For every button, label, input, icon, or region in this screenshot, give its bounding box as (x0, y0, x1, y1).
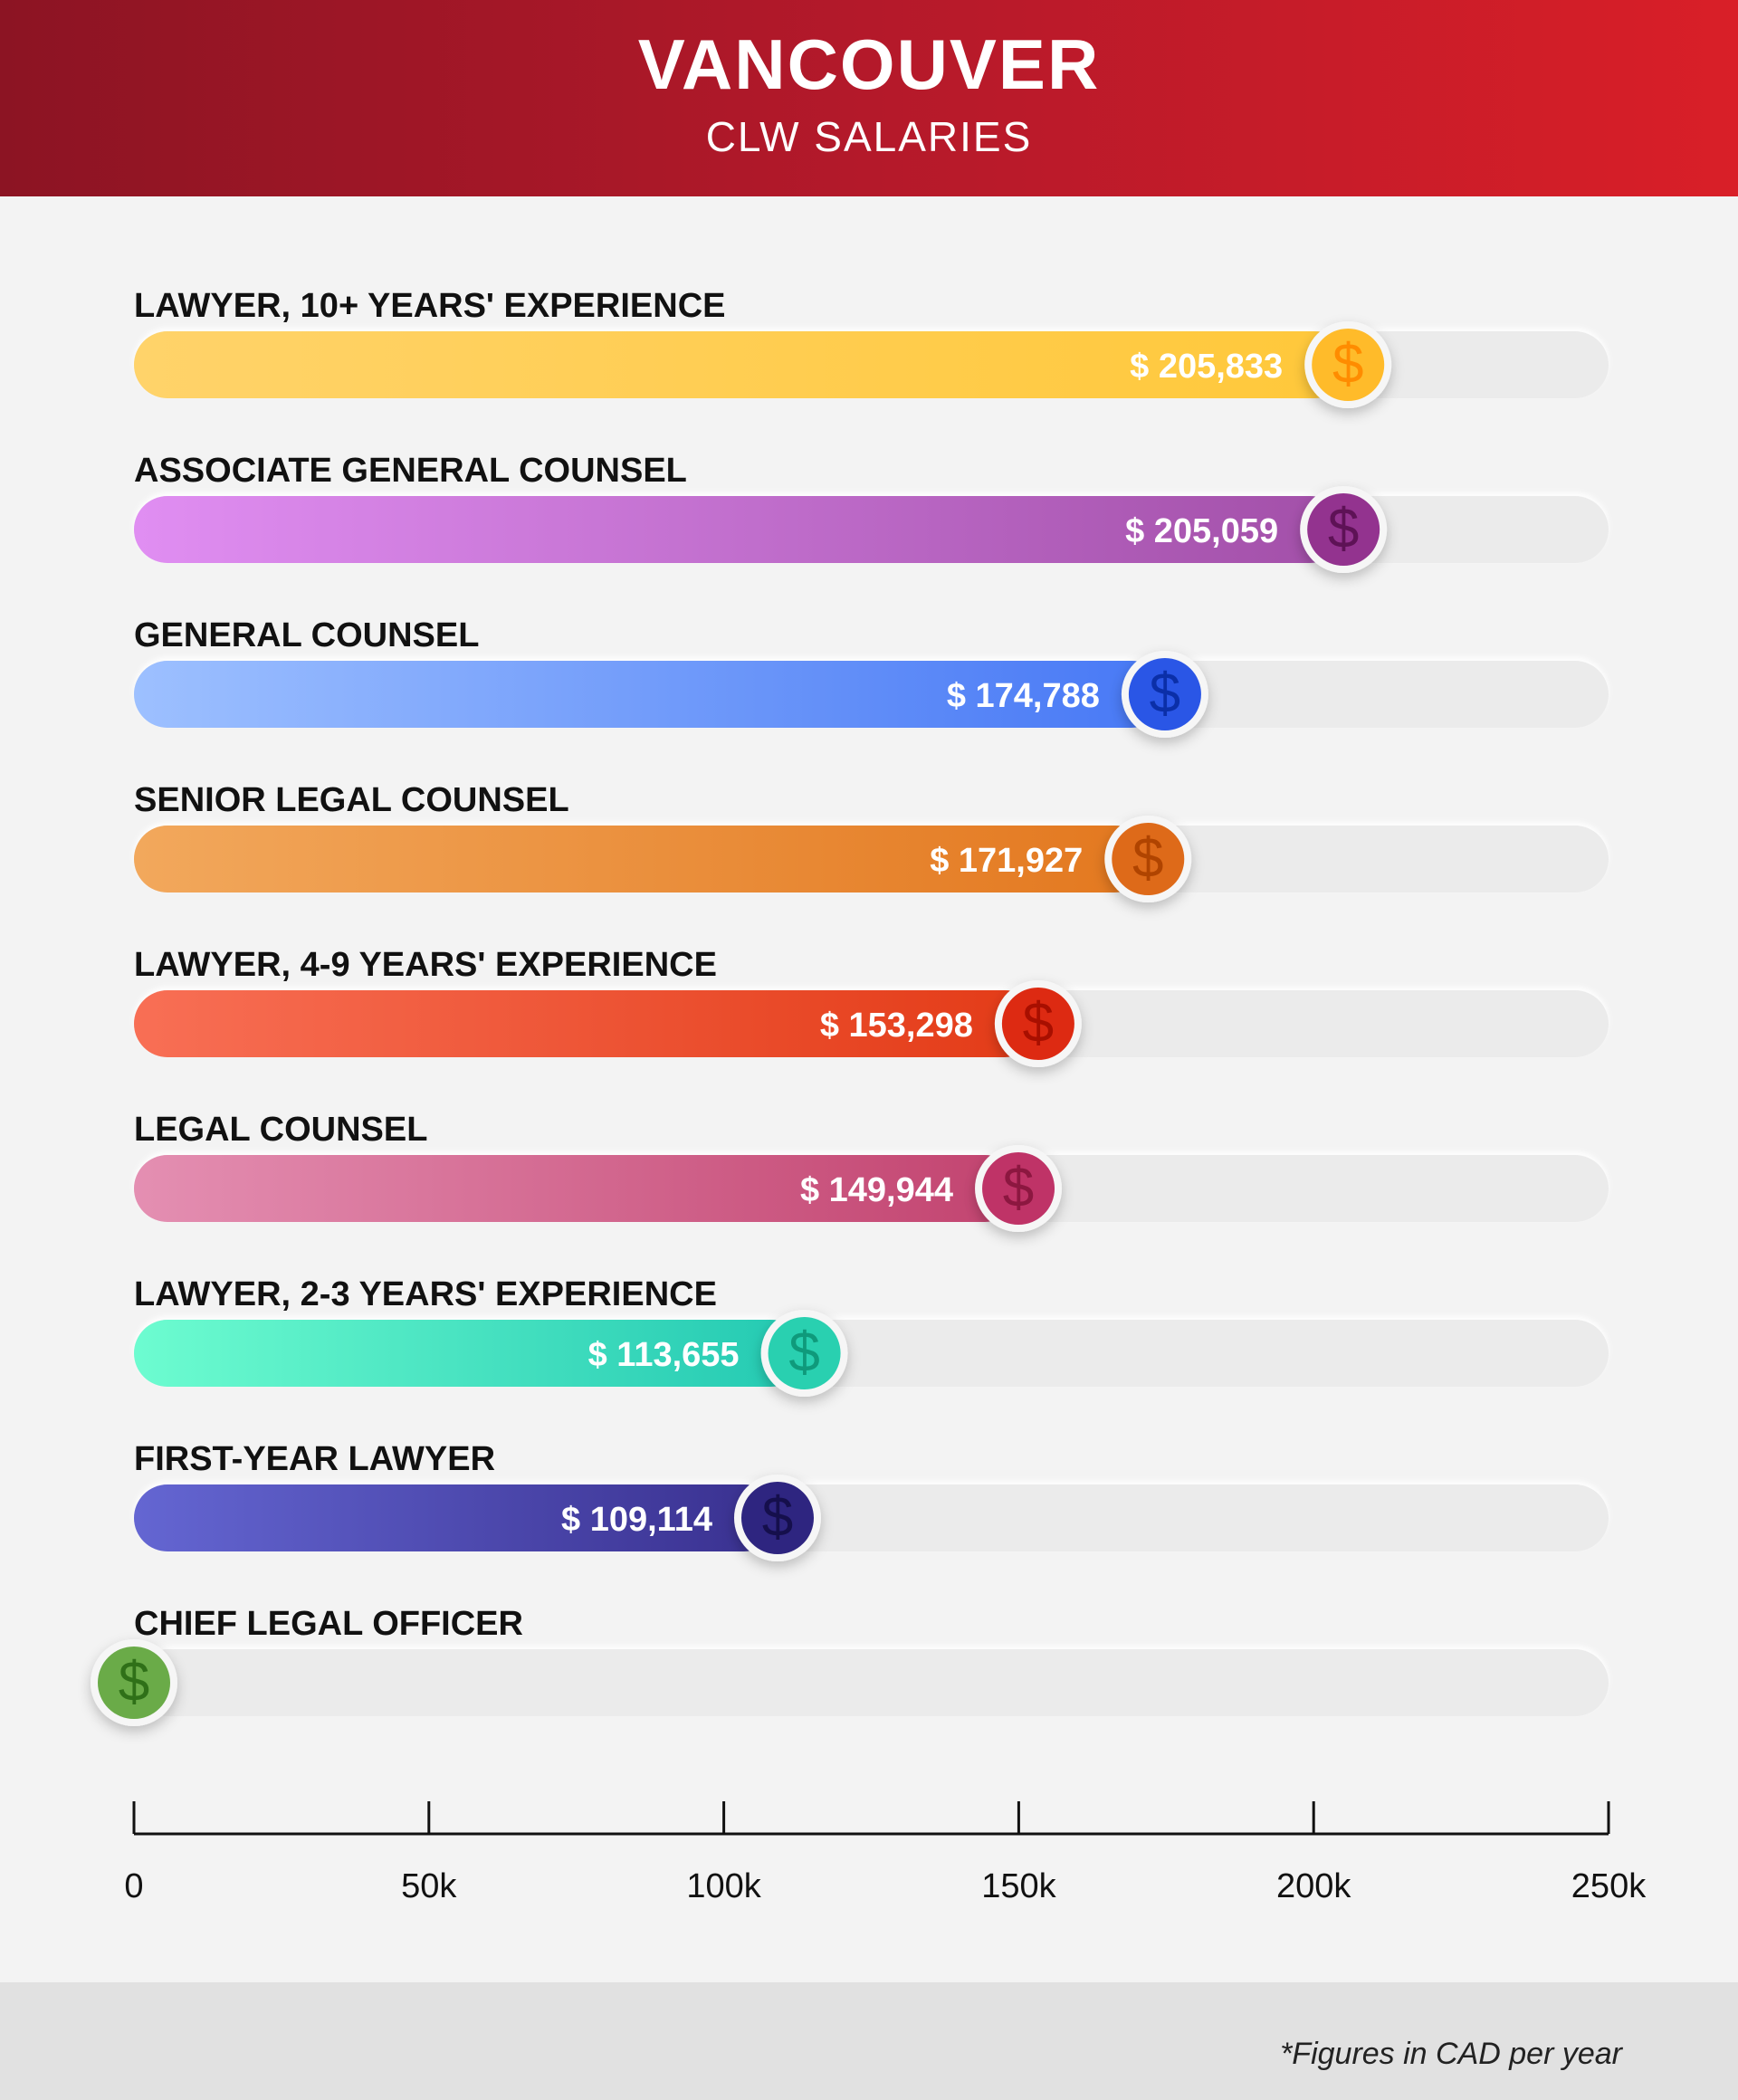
dollar-coin-icon: $ (760, 1310, 848, 1397)
category-label: LEGAL COUNSEL (134, 1111, 427, 1149)
dollar-coin-icon: $ (91, 1639, 177, 1726)
category-label: LAWYER, 2-3 YEARS' EXPERIENCE (134, 1275, 717, 1313)
salary-bar (134, 1484, 778, 1551)
category-label: ASSOCIATE GENERAL COUNSEL (134, 452, 687, 490)
value-label: $ 113,655 (588, 1336, 740, 1374)
footnote: *Figures in CAD per year (1280, 2037, 1622, 2071)
x-tick-label: 200k (1276, 1867, 1351, 1905)
salary-bar-chart: LAWYER, 10+ YEARS' EXPERIENCE $ 205,833 $ A… (91, 287, 1647, 1905)
x-tick-label: 50k (401, 1867, 457, 1905)
dollar-coin-icon: $ (1300, 486, 1388, 573)
svg-text:$: $ (788, 1322, 819, 1384)
category-label: LAWYER, 10+ YEARS' EXPERIENCE (134, 287, 725, 325)
dollar-coin-icon: $ (994, 980, 1082, 1067)
svg-text:$: $ (762, 1486, 793, 1549)
value-label: $ 205,833 (1130, 348, 1283, 386)
svg-text:$: $ (1150, 663, 1180, 725)
category-label: CHIEF LEGAL OFFICER (134, 1605, 523, 1643)
bar-track (134, 1649, 1609, 1716)
value-label: $ 205,059 (1125, 512, 1278, 550)
footer-bar: *Figures in CAD per year (0, 1982, 1738, 2100)
dollar-coin-icon: $ (733, 1475, 821, 1561)
svg-text:$: $ (1332, 333, 1363, 396)
dollar-coin-icon: $ (975, 1145, 1063, 1232)
salary-bar (134, 496, 1344, 563)
x-tick-label: 250k (1571, 1867, 1647, 1905)
dollar-coin-icon: $ (1121, 651, 1208, 738)
svg-text:$: $ (119, 1651, 149, 1713)
svg-text:$: $ (1023, 992, 1054, 1055)
svg-text:$: $ (1132, 827, 1163, 890)
svg-text:$: $ (1003, 1157, 1034, 1219)
category-label: GENERAL COUNSEL (134, 616, 479, 654)
value-label: $ 174,788 (947, 677, 1100, 715)
category-label: FIRST-YEAR LAWYER (134, 1440, 495, 1478)
salary-bar (134, 1155, 1019, 1222)
salary-bar (134, 331, 1349, 398)
x-axis: 0 50k 100k 150k 200k 250k (124, 1801, 1647, 1905)
dollar-coin-icon: $ (1104, 816, 1192, 902)
value-label: $ 149,944 (800, 1171, 953, 1209)
value-label: $ 171,927 (930, 842, 1083, 880)
salary-bar (134, 990, 1038, 1057)
salary-bar (134, 661, 1165, 728)
chart-title: VANCOUVER (637, 24, 1101, 104)
category-label: LAWYER, 4-9 YEARS' EXPERIENCE (134, 946, 717, 984)
chart-subtitle: CLW SALARIES (705, 113, 1033, 160)
x-tick-label: 100k (686, 1867, 761, 1905)
salary-bar (134, 1320, 805, 1387)
svg-text:$: $ (1328, 498, 1359, 560)
x-tick-label: 150k (981, 1867, 1056, 1905)
salary-bar (134, 826, 1149, 892)
value-label: $ 109,114 (561, 1501, 712, 1539)
header-banner: VANCOUVER CLW SALARIES (0, 0, 1738, 196)
dollar-coin-icon: $ (1304, 321, 1392, 408)
category-label: SENIOR LEGAL COUNSEL (134, 781, 569, 819)
x-tick-label: 0 (124, 1867, 143, 1905)
value-label: $ 153,298 (820, 1007, 973, 1045)
